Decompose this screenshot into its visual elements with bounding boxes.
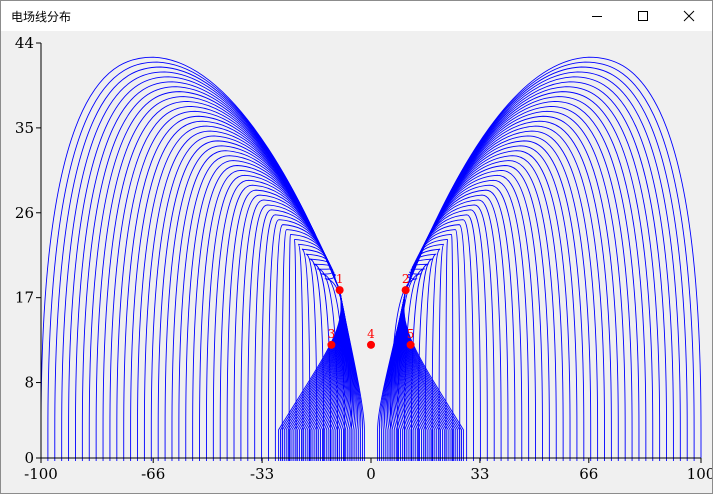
charge-label-5: 5	[407, 327, 415, 341]
field-line-right-43	[403, 268, 461, 461]
field-line-right-10	[391, 105, 633, 461]
field-line-right-28	[401, 194, 509, 461]
minimize-icon	[592, 16, 602, 17]
field-line-chart: 0 8 17 26 35 44 -100 -66 -33 0 33 66 100 1 2 3 4 5	[15, 34, 712, 483]
x-tick-label-3: 0	[366, 465, 376, 483]
field-line-right-39	[403, 248, 453, 461]
x-tick-label-0: -100	[24, 465, 58, 483]
charge-label-3: 3	[328, 327, 336, 341]
field-line-left-35	[281, 229, 343, 461]
field-line-left-36	[288, 234, 343, 461]
field-line-left-26	[219, 184, 344, 461]
field-line-left-38	[291, 243, 342, 461]
y-tick-label-4: 35	[15, 119, 34, 137]
charge-point-1	[335, 286, 344, 295]
x-tick-label-4: 33	[470, 465, 489, 483]
close-button[interactable]	[666, 1, 712, 31]
field-line-left-27	[226, 189, 344, 461]
field-line-left-22	[192, 165, 345, 461]
field-line-right-30	[401, 204, 495, 461]
charge-label-2: 2	[402, 272, 410, 286]
field-lines-layer	[40, 56, 702, 461]
y-tick-label-3: 26	[15, 204, 34, 222]
field-line-left-21	[185, 160, 345, 461]
window-title: 电场线分布	[11, 10, 72, 24]
plot-area: 0 8 17 26 35 44 -100 -66 -33 0 33 66 100 1 2 3 4 5	[1, 31, 712, 493]
field-line-left-25	[212, 179, 344, 461]
title-bar[interactable]: 电场线分布	[1, 1, 712, 31]
charge-label-4: 4	[367, 327, 375, 341]
charge-point-2	[401, 286, 410, 295]
field-line-right-1	[379, 61, 695, 461]
charge-point-4	[367, 340, 375, 349]
x-tick-label-6: 100	[687, 465, 712, 483]
field-line-right-19	[398, 150, 571, 461]
field-line-right-45	[390, 273, 464, 461]
charge-label-1: 1	[336, 272, 344, 286]
field-line-left-31	[254, 209, 343, 461]
field-line-left-43	[281, 268, 342, 461]
field-line-right-5	[385, 81, 667, 461]
x-tick-label-2: -33	[250, 465, 274, 483]
field-line-left-18	[164, 145, 346, 461]
field-line-right-25	[400, 179, 530, 461]
field-line-left-23	[199, 169, 345, 461]
field-line-left-42	[283, 263, 342, 461]
field-line-left-29	[240, 199, 343, 461]
field-line-left-40	[287, 253, 342, 461]
y-tick-label-5: 44	[15, 34, 34, 52]
charges-layer: 1 2 3 4 5	[327, 272, 415, 349]
field-line-right-35	[402, 229, 461, 461]
field-line-left-28	[233, 194, 344, 461]
field-line-left-34	[274, 224, 343, 461]
charge-point-5	[406, 340, 415, 349]
field-line-right-29	[401, 199, 502, 461]
field-line-left-41	[285, 258, 342, 461]
field-line-right-24	[400, 174, 537, 461]
close-icon	[683, 10, 695, 22]
minimize-button[interactable]	[574, 1, 620, 31]
maximize-icon	[638, 11, 648, 21]
field-line-left-12	[123, 115, 350, 461]
y-tick-label-1: 8	[24, 374, 34, 392]
field-line-left-20	[178, 155, 345, 461]
field-line-right-23	[400, 169, 543, 461]
field-line-left-19	[171, 150, 346, 461]
field-line-right-27	[401, 189, 516, 461]
field-line-left-30	[247, 204, 343, 461]
field-line-left-45	[278, 273, 352, 461]
y-tick-label-0: 0	[24, 449, 34, 467]
x-tick-label-5: 66	[579, 465, 598, 483]
x-tick-label-1: -66	[141, 465, 165, 483]
field-line-right-34	[402, 224, 468, 461]
field-line-left-5	[75, 81, 357, 461]
field-line-left-44	[280, 271, 345, 461]
field-line-right-44	[397, 271, 462, 461]
y-tick-label-2: 17	[15, 289, 34, 307]
field-line-right-42	[403, 263, 459, 461]
field-line-left-37	[293, 238, 342, 461]
maximize-button[interactable]	[620, 1, 666, 31]
field-line-right-41	[403, 258, 457, 461]
field-line-right-40	[403, 253, 455, 461]
charge-point-3	[327, 340, 336, 349]
field-line-right-26	[401, 184, 523, 461]
